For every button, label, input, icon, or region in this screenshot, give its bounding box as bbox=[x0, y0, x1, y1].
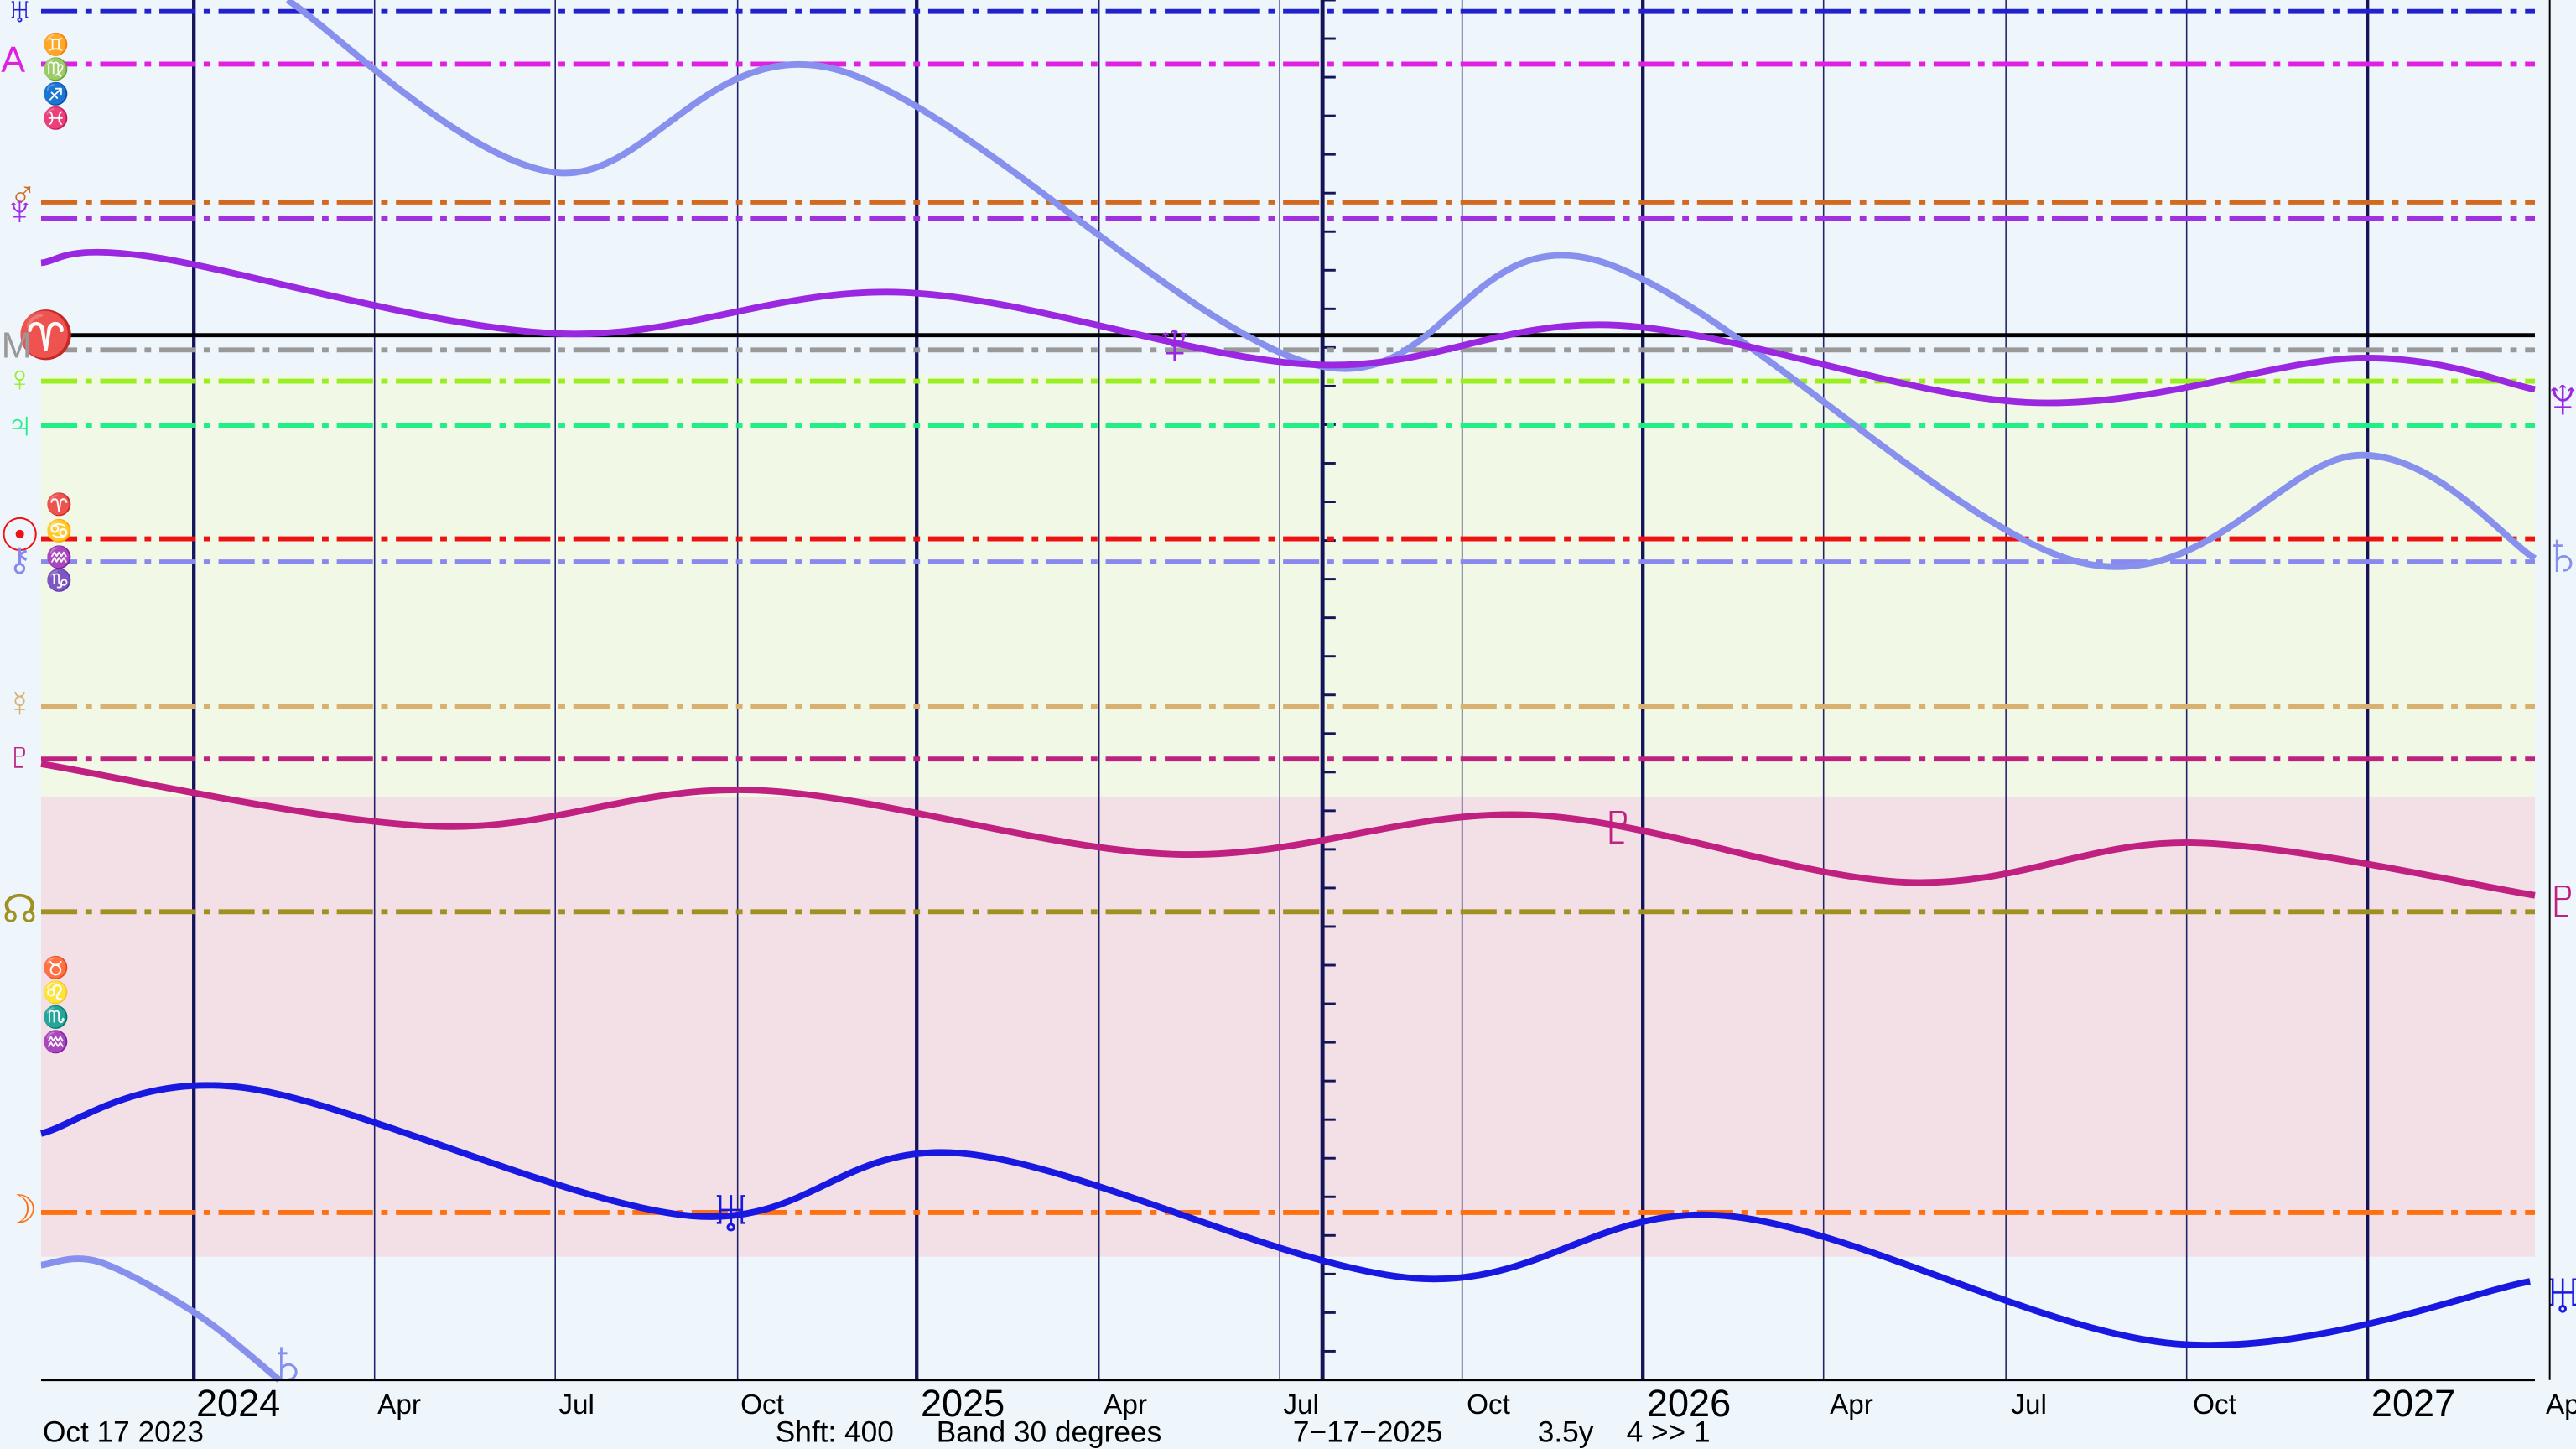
left-glyph: ♅ bbox=[6, 0, 33, 31]
year-label: 2024 bbox=[196, 1382, 280, 1425]
month-label: Oct bbox=[1467, 1389, 1510, 1420]
footer-text: Shft: 400 bbox=[776, 1416, 894, 1449]
right-glyph: ♄ bbox=[2541, 521, 2576, 587]
right-glyph: ♆ bbox=[2541, 365, 2576, 431]
left-glyph: ♃ bbox=[6, 405, 33, 445]
left-glyph: ☽ bbox=[2, 1187, 37, 1231]
month-label: Jul bbox=[558, 1389, 595, 1420]
left-glyph: ♈ bbox=[46, 491, 73, 517]
planet-curve bbox=[285, 0, 2537, 570]
right-glyph: ♅ bbox=[2541, 1259, 2576, 1326]
year-label: 2026 bbox=[1647, 1382, 1731, 1425]
left-glyph: ♌ bbox=[43, 979, 70, 1005]
footer-text: 7−17−2025 bbox=[1293, 1416, 1442, 1449]
month-label: Oct bbox=[740, 1389, 784, 1420]
left-glyph: ♒ bbox=[46, 544, 73, 569]
left-glyph: ⚷ bbox=[8, 542, 32, 578]
planet-curve bbox=[40, 248, 2536, 407]
left-glyph: ☉ bbox=[0, 509, 40, 561]
band-upper bbox=[40, 374, 2536, 797]
left-glyph: ♀ bbox=[6, 359, 33, 399]
planet-curve bbox=[40, 1255, 282, 1383]
curve-glyph: ♄ bbox=[264, 1327, 311, 1397]
footer-text: Oct 17 2023 bbox=[43, 1416, 204, 1449]
left-glyph: ♇ bbox=[5, 734, 34, 778]
left-glyph: ♑ bbox=[46, 567, 73, 592]
left-glyph: ♒ bbox=[43, 1029, 70, 1054]
left-glyph: A bbox=[1, 40, 25, 80]
left-glyph: ♓ bbox=[43, 106, 70, 131]
month-label: Apr bbox=[377, 1389, 421, 1420]
left-glyph: ♆ bbox=[3, 186, 35, 234]
band-lower bbox=[40, 797, 2536, 1257]
month-label: Apr bbox=[1104, 1389, 1147, 1420]
planet-curve bbox=[40, 761, 2536, 899]
curve-glyph: ♆ bbox=[1151, 309, 1198, 378]
month-label: Ap bbox=[2546, 1389, 2576, 1420]
curve-glyph: ♅ bbox=[708, 1176, 755, 1245]
right-glyph: ♇ bbox=[2541, 865, 2576, 932]
curve-glyph: ♇ bbox=[1595, 790, 1642, 860]
planet-curve bbox=[40, 1082, 2531, 1348]
month-label: Jul bbox=[2011, 1389, 2047, 1420]
left-glyph: ☿ bbox=[6, 684, 33, 724]
year-label: 2027 bbox=[2371, 1382, 2455, 1425]
footer-text: 3.5y bbox=[1538, 1416, 1594, 1449]
year-label: 2025 bbox=[921, 1382, 1005, 1425]
month-label: Apr bbox=[1830, 1389, 1873, 1420]
left-glyph: ♊ bbox=[43, 32, 70, 57]
month-label: Jul bbox=[1283, 1389, 1319, 1420]
left-glyph: ♏ bbox=[43, 1004, 70, 1029]
month-label: Oct bbox=[2193, 1389, 2236, 1420]
left-glyph: ♉ bbox=[43, 955, 70, 980]
left-glyph: M bbox=[2, 326, 32, 366]
left-glyph: ☊ bbox=[3, 886, 38, 931]
left-glyph: ♐ bbox=[43, 80, 70, 106]
left-glyph: ♈ bbox=[18, 309, 75, 361]
left-glyph: ♋ bbox=[46, 517, 73, 543]
left-glyph: ♍ bbox=[43, 56, 70, 81]
footer-text: 4 >> 1 bbox=[1627, 1416, 1711, 1449]
footer-text: Band 30 degrees bbox=[937, 1416, 1162, 1449]
left-glyph: ♂ bbox=[9, 174, 36, 215]
